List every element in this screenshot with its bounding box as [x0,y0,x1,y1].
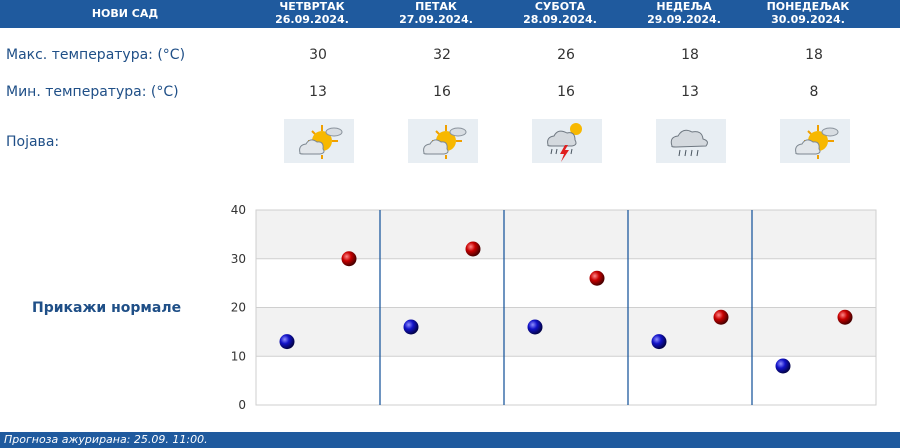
partly-cloudy-sun-icon [780,119,850,163]
partly-cloudy-sun-icon [408,119,478,163]
y-tick-label: 20 [231,301,246,315]
max-temp-point [589,270,605,286]
max-temp-value: 32 [433,47,451,63]
plot-border [255,209,877,406]
min-temp-point [775,358,791,374]
max-temp-value: 30 [309,47,327,63]
y-tick-label: 0 [238,398,246,412]
y-tick-label: 40 [231,203,246,217]
grid-band [256,210,876,259]
min-temp-value: 13 [309,84,327,100]
min-temp-point [403,319,419,335]
partly-cloudy-sun-icon [284,119,354,163]
phenomenon-label: Појава: [6,134,60,150]
max-temp-value: 18 [805,47,823,63]
max-temp-value: 18 [681,47,699,63]
min-temp-value: 13 [681,84,699,100]
min-temp-label: Мин. температура: (°C) [6,84,179,100]
y-tick-label: 10 [231,349,246,363]
min-temp-point [527,319,543,335]
min-temp-point [651,334,667,350]
update-footer: Прогноза ажурирана: 25.09. 11:00. [0,432,900,448]
max-temp-label: Макс. температура: (°C) [6,47,186,63]
grid-band [256,356,876,405]
max-temp-point [465,241,481,257]
grid-band [256,307,876,357]
update-timestamp: Прогноза ажурирана: 25.09. 11:00. [4,433,208,446]
max-temp-value: 26 [557,47,575,63]
day-header: ПОНЕДЕЉАК 30.09.2024. [766,0,850,26]
y-tick-label: 30 [231,252,246,266]
show-normals-link[interactable]: Прикажи нормале [32,300,182,316]
forecast-header: НОВИ САД ЧЕТВРТАК 26.09.2024. ПЕТАК 27.09.… [0,0,900,28]
max-temp-point [341,251,357,267]
thunderstorm-icon [532,119,602,163]
city-name: НОВИ САД [91,7,159,20]
day-header: ПЕТАК 27.09.2024. [399,0,473,26]
rain-cloud-icon [656,119,726,163]
grid-band [256,258,876,308]
max-temp-point [713,309,729,325]
day-header: ЧЕТВРТАК 26.09.2024. [275,0,349,26]
day-header: НЕДЕЉА 29.09.2024. [647,0,721,26]
min-temp-point [279,334,295,350]
max-temp-point [837,309,853,325]
day-header: СУБОТА 28.09.2024. [523,0,597,26]
min-temp-value: 16 [433,84,451,100]
min-temp-value: 8 [809,84,819,100]
min-temp-value: 16 [557,84,575,100]
